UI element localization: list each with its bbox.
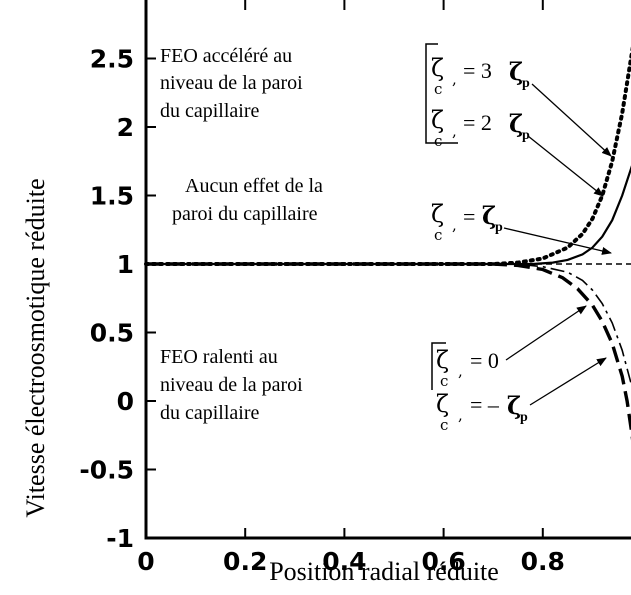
annotation-no-effect-line-1: Aucun effet de la	[185, 175, 323, 197]
y-tick-label: -1	[106, 524, 134, 553]
arrow-3zp	[531, 83, 612, 157]
svg-text:ζ: ζ	[436, 346, 449, 374]
curves-layer	[144, 45, 631, 441]
legend-label-zero: ζ c , = 0	[436, 346, 499, 390]
legend-label-minus-zp: ζ c , = – ζ p	[436, 390, 528, 434]
svg-text:p: p	[522, 128, 530, 143]
svg-text:,: ,	[452, 70, 457, 88]
svg-text:c: c	[440, 372, 448, 390]
svg-text:c: c	[434, 132, 442, 150]
legend-bracket-top	[425, 43, 458, 144]
legend-label-zp: ζ c , = ζ p	[431, 200, 503, 244]
svg-text:c: c	[440, 416, 448, 434]
annotation-slowed-line-1: FEO ralenti au	[160, 346, 278, 368]
svg-text:p: p	[495, 220, 503, 235]
svg-text:ζ: ζ	[482, 201, 496, 230]
series-line-3	[146, 263, 631, 387]
legend-value-minus-zp: = –	[470, 392, 500, 417]
y-tick-label: 3	[117, 0, 134, 5]
svg-text:ζ: ζ	[436, 390, 449, 418]
legend-value-2zp: = 2	[463, 110, 492, 135]
svg-text:,: ,	[452, 216, 457, 234]
annotation-accelerated-line-2: niveau de la paroi	[160, 72, 303, 94]
svg-text:,: ,	[458, 406, 463, 424]
svg-text:c: c	[434, 80, 442, 98]
y-axis-label: Vitesse électroosmotique réduite	[21, 178, 50, 517]
legend-value-zp: =	[463, 204, 475, 229]
x-tick-label: 0.8	[521, 547, 565, 576]
x-tick-label: 0.6	[421, 547, 465, 576]
x-tick-label: 0	[137, 547, 154, 576]
y-tick-label: -0.5	[79, 456, 134, 485]
arrow-minus-zp	[529, 357, 607, 406]
arrow-zp	[503, 227, 612, 255]
y-tick-label: 2	[117, 113, 134, 142]
y-tick-label: 0	[117, 387, 134, 416]
y-tick-label: 0.5	[90, 319, 134, 348]
annotation-accelerated-line-1: FEO accéléré au	[160, 45, 292, 67]
svg-text:ζ: ζ	[431, 54, 444, 82]
legend-bracket-bottom	[431, 342, 446, 390]
legend-value-3zp: = 3	[463, 58, 492, 83]
legend-arrows	[503, 83, 612, 406]
svg-text:ζ: ζ	[509, 57, 523, 86]
arrow-2zp	[527, 135, 604, 197]
ticks-layer: 00.20.40.60.81-1-0.500.511.522.53	[79, 0, 565, 576]
legend-label-2zp: ζ c , = 2 ζ p	[431, 106, 530, 150]
svg-text:,: ,	[458, 362, 463, 380]
annotation-slowed-line-2: niveau de la paroi	[160, 374, 303, 396]
annotation-no-effect-line-2: paroi du capillaire	[172, 203, 318, 225]
annotation-accelerated-line-3: du capillaire	[160, 100, 260, 122]
series-line-0	[144, 45, 631, 266]
x-tick-label: 0.4	[322, 547, 366, 576]
y-tick-label: 1	[117, 250, 134, 279]
arrow-zero	[505, 305, 587, 361]
svg-text:ζ: ζ	[431, 200, 444, 228]
x-tick-label: 0.2	[223, 547, 267, 576]
legend-value-zero: = 0	[470, 348, 499, 373]
y-tick-label: 2.5	[90, 45, 134, 74]
legend-label-3zp: ζ c , = 3 ζ p	[431, 54, 530, 98]
x-axis-label: Position radial réduite	[269, 557, 499, 586]
svg-text:ζ: ζ	[509, 109, 523, 138]
series-line-4	[146, 262, 631, 441]
series-line-1	[146, 165, 631, 266]
annotation-slowed-line-3: du capillaire	[160, 402, 260, 424]
y-tick-label: 1.5	[90, 182, 134, 211]
svg-text:p: p	[522, 76, 530, 91]
svg-text:ζ: ζ	[431, 106, 444, 134]
svg-text:,: ,	[452, 122, 457, 140]
svg-text:c: c	[434, 226, 442, 244]
svg-text:ζ: ζ	[507, 391, 521, 420]
svg-text:p: p	[520, 410, 528, 425]
